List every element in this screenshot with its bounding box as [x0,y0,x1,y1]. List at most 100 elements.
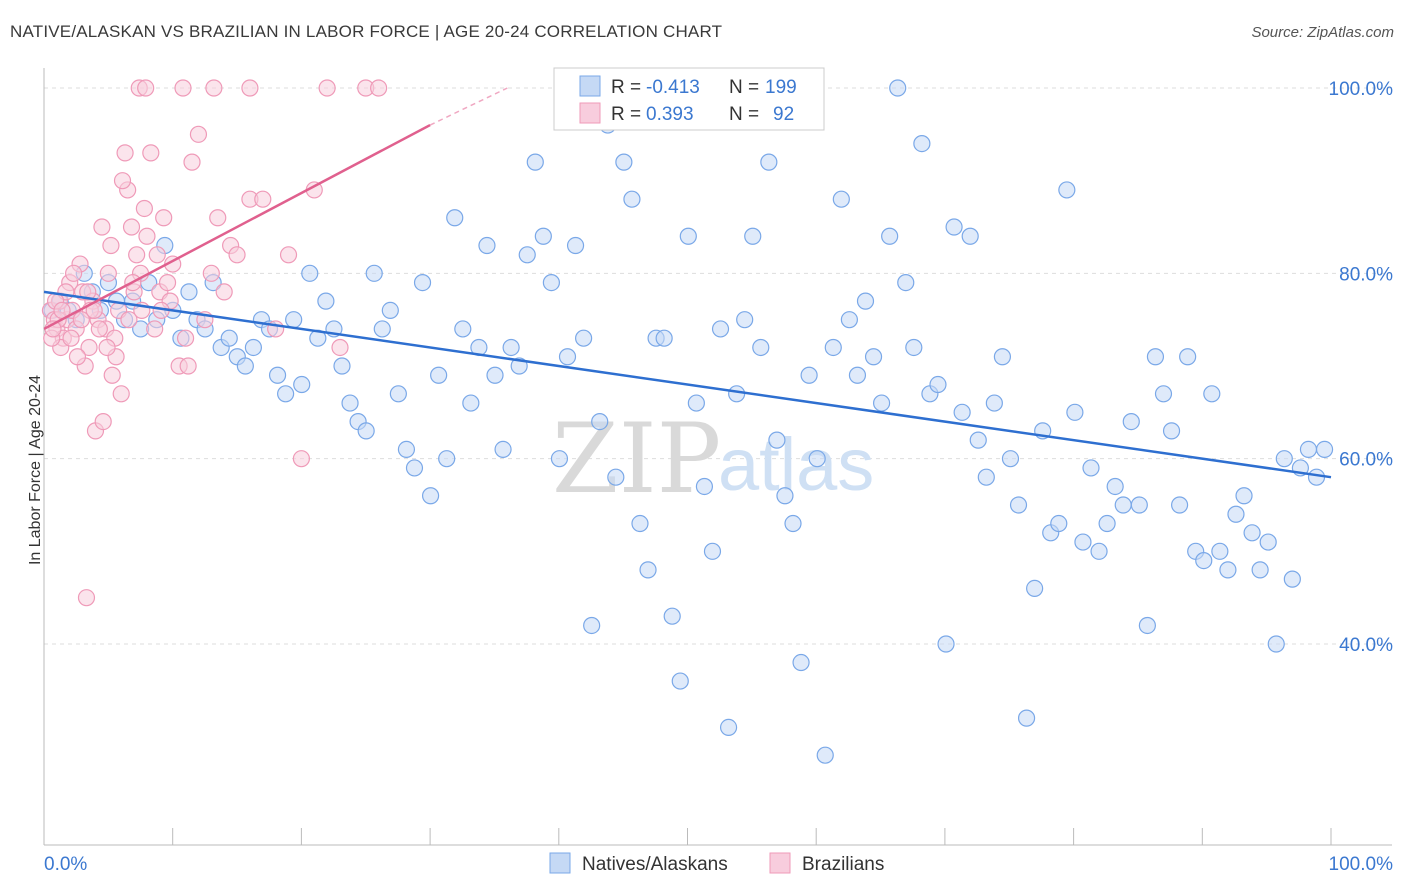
point-brazilians-50 [279,246,298,264]
watermark-atlas: atlas [718,423,874,506]
point-natives-70 [607,468,625,486]
legend-swatch-natives [579,75,601,97]
point-brazilians-81 [98,338,116,357]
point-natives-25 [244,338,263,357]
x-tick-label-1: 100.0% [1329,854,1394,875]
point-natives-79 [679,227,697,245]
point-natives-85 [728,385,746,403]
point-brazilians-18 [99,264,117,282]
point-brazilians-12 [80,338,98,357]
point-brazilians-68 [90,320,108,338]
point-natives-138 [1154,385,1173,403]
legend-n-label-1: N = [729,77,759,98]
point-natives-103 [873,394,891,412]
point-natives-28 [268,366,287,384]
point-natives-86 [736,311,754,329]
point-natives-64 [558,348,577,366]
point-natives-87 [744,227,762,245]
point-natives-147 [1227,505,1245,523]
point-brazilians-30 [138,227,156,245]
point-natives-96 [816,746,834,764]
point-natives-50 [446,209,464,227]
point-brazilians-79 [72,311,90,329]
point-natives-80 [687,394,705,412]
point-natives-131 [1098,514,1116,533]
point-natives-143 [1195,551,1213,570]
point-natives-150 [1251,561,1269,579]
y-tick-labels: 100.0% 80.0% 60.0% 40.0% [1329,79,1394,656]
point-natives-122 [1026,579,1044,598]
point-natives-136 [1138,616,1156,635]
point-natives-54 [478,236,496,255]
legend-r-value-1: -0.413 [646,77,700,98]
point-natives-71 [615,153,633,171]
point-natives-120 [1009,496,1028,514]
point-natives-62 [542,274,560,292]
point-brazilians-23 [116,144,134,162]
bottom-legend-brazilians: Brazilians [802,854,884,875]
point-natives-154 [1283,570,1301,588]
point-natives-97 [824,338,842,357]
data-points [41,79,1334,764]
point-natives-118 [993,348,1012,366]
point-natives-104 [881,227,899,245]
trend-lines [43,87,1332,479]
point-natives-36 [333,357,351,375]
point-brazilians-59 [113,172,132,190]
point-natives-73 [631,514,649,533]
point-natives-145 [1211,542,1229,560]
source-credit: Source: ZipAtlas.com [1251,24,1394,41]
point-natives-47 [421,487,440,505]
point-natives-140 [1170,496,1189,514]
point-brazilians-51 [292,450,310,468]
point-natives-98 [832,190,850,208]
point-brazilians-88 [62,329,80,347]
legend-r-label-1: R = [611,77,641,98]
point-natives-32 [301,264,319,282]
point-natives-46 [413,274,432,292]
watermark: ZIP atlas [552,403,874,515]
point-brazilians-73 [179,357,197,375]
point-natives-81 [695,477,714,496]
legend-n-value-2: 92 [773,104,794,125]
point-natives-55 [486,366,504,384]
point-natives-130 [1090,542,1108,560]
point-natives-40 [365,264,383,282]
point-natives-113 [953,403,971,421]
point-natives-66 [575,329,593,347]
point-brazilians-44 [215,283,233,301]
point-natives-100 [848,366,867,384]
point-brazilians-61 [137,79,155,97]
point-natives-88 [752,338,770,357]
point-brazilians-35 [158,274,177,292]
point-natives-134 [1122,413,1140,431]
point-brazilians-40 [189,125,208,143]
point-natives-111 [937,635,955,653]
point-brazilians-46 [228,246,246,264]
point-brazilians-62 [174,79,192,97]
point-natives-92 [784,514,802,533]
point-natives-116 [977,468,995,486]
point-brazilians-48 [254,190,272,208]
trend-line-brazilians [43,123,431,331]
point-natives-153 [1275,450,1293,468]
point-natives-84 [719,718,738,737]
point-natives-29 [277,385,295,403]
point-natives-67 [583,616,601,635]
point-natives-59 [518,246,536,264]
point-brazilians-22 [112,385,130,403]
x-tick-labels: 0.0% 100.0% [44,854,1393,875]
point-natives-121 [1017,709,1036,727]
point-natives-151 [1259,533,1277,551]
point-natives-106 [897,274,915,292]
point-brazilians-38 [176,329,195,347]
point-natives-94 [800,366,818,384]
legend-r-label-2: R = [611,104,641,125]
point-natives-157 [1307,468,1326,486]
y-tick-label-1: 80.0% [1339,264,1393,285]
point-natives-78 [671,672,689,690]
point-natives-90 [768,431,786,449]
point-natives-57 [502,338,520,357]
point-brazilians-57 [77,589,96,607]
point-natives-99 [840,311,858,329]
